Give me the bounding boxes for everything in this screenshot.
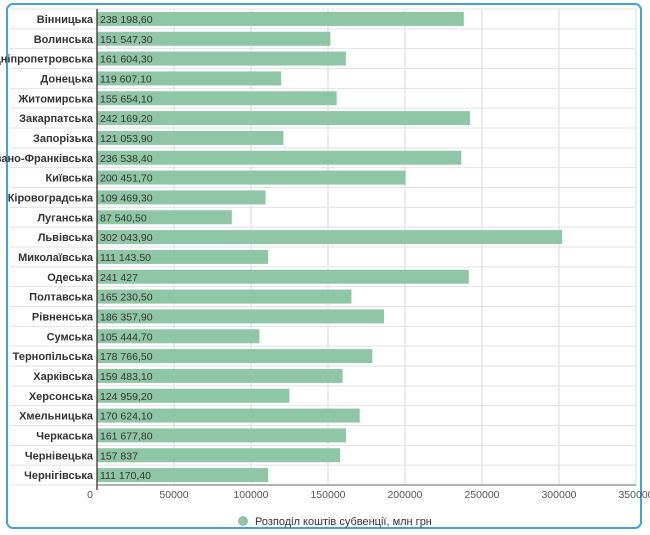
bar — [97, 349, 373, 364]
bar — [97, 368, 343, 383]
value-label: 159 483,10 — [100, 371, 153, 383]
bar — [97, 130, 284, 145]
value-label: 111 143,50 — [100, 252, 151, 264]
legend-label: Розподіл коштів субвенції, млн грн — [255, 516, 432, 528]
bar — [97, 230, 563, 245]
value-label: 242 169,20 — [100, 113, 153, 125]
x-tick-label: 50000 — [159, 489, 188, 501]
category-label: Одеська — [47, 272, 94, 284]
value-label: 105 444,70 — [100, 331, 153, 343]
category-label: Запорізька — [33, 133, 94, 145]
category-label: Сумська — [47, 331, 94, 343]
value-label: 165 230,50 — [100, 292, 153, 304]
value-label: 124 959,20 — [100, 391, 153, 403]
category-label: Луганська — [37, 212, 94, 224]
category-label: Волинська — [34, 34, 94, 46]
x-tick-label: 150000 — [310, 489, 345, 501]
x-tick-labels: 0 50000 100000 150000 200000 250000 300000 3500… — [87, 489, 650, 501]
legend-swatch — [238, 516, 248, 526]
category-label: Кіровоградська — [8, 192, 94, 204]
x-tick-label: 350000 — [618, 489, 650, 501]
bar — [97, 428, 346, 443]
bar — [97, 190, 266, 205]
bar — [97, 150, 462, 165]
value-label: 111 170,40 — [100, 470, 151, 482]
category-label: Херсонська — [29, 391, 94, 403]
bars — [97, 11, 563, 483]
bar — [97, 329, 260, 344]
category-label: Хмельницька — [19, 411, 94, 423]
bar — [97, 388, 290, 403]
category-label: Тернопільська — [13, 351, 94, 363]
value-label: 170 624,10 — [100, 411, 153, 423]
category-label: Донецька — [40, 73, 93, 85]
category-label: Житомирська — [17, 93, 94, 105]
bar — [97, 210, 232, 225]
value-label: 302 043,90 — [100, 232, 153, 244]
category-label: Київська — [45, 173, 93, 185]
value-label: 109 469,30 — [100, 192, 153, 204]
value-label: 121 053,90 — [100, 133, 153, 145]
bar — [97, 289, 352, 304]
value-label: 151 547,30 — [100, 34, 153, 46]
value-label: 157 837 — [100, 450, 138, 462]
bar — [97, 91, 337, 106]
bar — [97, 11, 464, 26]
value-label: 161 604,30 — [100, 54, 153, 66]
value-label: 238 198,60 — [100, 14, 153, 26]
bar — [97, 448, 341, 463]
category-label: Львівська — [38, 232, 94, 244]
axes — [96, 9, 636, 490]
value-label: 155 654,10 — [100, 93, 153, 105]
category-label: Закарпатська — [19, 113, 94, 125]
x-tick-label: 100000 — [233, 489, 268, 501]
value-label: 241 427 — [100, 272, 138, 284]
category-label: Дніпропетровська — [0, 54, 94, 66]
x-tick-label: 300000 — [541, 489, 576, 501]
value-label: 87 540,50 — [100, 212, 147, 224]
value-labels: 238 198,60 151 547,30 161 604,30 119 607,10… — [100, 14, 153, 482]
value-label: 186 357,90 — [100, 311, 153, 323]
category-label: Рівненська — [32, 311, 94, 323]
bar — [97, 31, 331, 46]
category-label: Чернівецька — [25, 450, 94, 462]
bar — [97, 170, 406, 185]
category-label: Івано-Франківська — [0, 153, 94, 165]
bar — [97, 51, 346, 66]
bar — [97, 309, 384, 324]
bar — [97, 249, 269, 264]
x-tick-label: 200000 — [387, 489, 422, 501]
category-label: Вінницька — [37, 14, 94, 26]
bar — [97, 468, 269, 483]
gridlines — [10, 8, 637, 486]
category-label: Миколаївська — [18, 252, 94, 264]
x-tick-label: 0 — [87, 489, 93, 501]
category-labels: Вінницька Волинська Дніпропетровська Донець… — [0, 14, 94, 482]
value-label: 200 451,70 — [100, 173, 153, 185]
category-label: Харківська — [33, 371, 94, 383]
legend: Розподіл коштів субвенції, млн грн — [238, 516, 432, 528]
bar — [97, 71, 282, 86]
value-label: 236 538,40 — [100, 153, 153, 165]
bar — [97, 269, 469, 284]
value-label: 119 607,10 — [100, 73, 152, 85]
x-tick-label: 250000 — [464, 489, 499, 501]
category-label: Чернігівська — [24, 470, 94, 482]
value-label: 161 677,80 — [100, 430, 153, 442]
category-label: Черкаська — [36, 430, 94, 442]
bar — [97, 408, 360, 423]
value-label: 178 766,50 — [100, 351, 153, 363]
category-label: Полтавська — [29, 292, 94, 304]
bar — [97, 111, 470, 126]
